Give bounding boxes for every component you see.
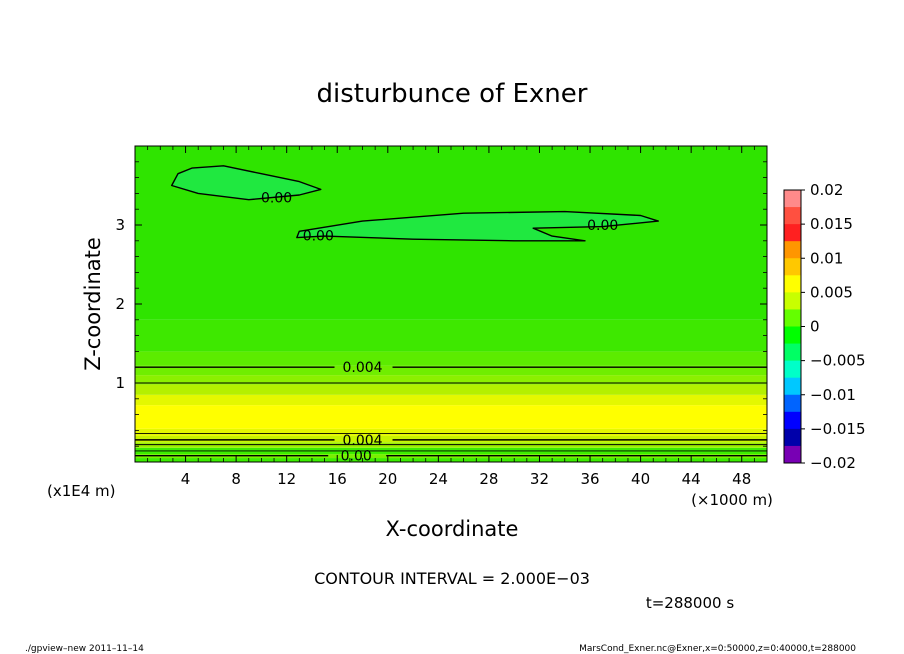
color-layer-5 bbox=[135, 428, 767, 436]
y-tick-label-1: 2 bbox=[115, 295, 125, 313]
y-axis-ticks: 1 2 3 bbox=[115, 161, 767, 447]
closed-contour-1 bbox=[296, 210, 659, 242]
colorbar-tick-label-5: −0.005 bbox=[810, 352, 866, 370]
color-layer-6 bbox=[135, 405, 767, 429]
colorbar-tick-label-4: 0 bbox=[810, 318, 820, 336]
x-tick-label-4: 20 bbox=[378, 470, 397, 488]
x-tick-label-10: 44 bbox=[682, 470, 701, 488]
colorbar-swatch-0 bbox=[784, 190, 801, 208]
chart-title: disturbunce of Exner bbox=[317, 79, 588, 109]
source-label: MarsCond_Exner.nc@Exner,x=0:50000,z=0:40… bbox=[579, 644, 856, 654]
colorbar-tick-label-6: −0.01 bbox=[810, 386, 856, 404]
program-label: ./gpview–new 2011–11–14 bbox=[25, 644, 144, 654]
x-unit-label: (×1000 m) bbox=[691, 491, 773, 509]
contour-label-0: 0.004 bbox=[342, 360, 382, 376]
colorbar-swatch-11 bbox=[784, 377, 801, 396]
x-tick-label-8: 36 bbox=[580, 470, 599, 488]
contour-label-1: 0.004 bbox=[342, 433, 382, 449]
contour-interval-label: CONTOUR INTERVAL = 2.000E−03 bbox=[314, 569, 590, 588]
color-layer-8 bbox=[135, 384, 767, 395]
colorbar-swatch-5 bbox=[784, 275, 801, 293]
x-tick-label-1: 8 bbox=[231, 470, 241, 488]
y-unit-label: (x1E4 m) bbox=[47, 482, 116, 500]
color-layers bbox=[135, 146, 767, 462]
colorbar-tick-label-0: 0.02 bbox=[810, 181, 843, 199]
y-tick-label-2: 3 bbox=[115, 216, 125, 234]
closed-contour-label-0: 0.00 bbox=[261, 190, 292, 206]
colorbar-tick-label-7: −0.015 bbox=[810, 420, 866, 438]
color-layer-11 bbox=[135, 351, 767, 366]
x-tick-label-0: 4 bbox=[181, 470, 191, 488]
colorbar-swatch-4 bbox=[784, 258, 801, 276]
closed-contour-0 bbox=[171, 165, 322, 201]
colorbar-swatch-12 bbox=[784, 394, 801, 413]
color-layer-4 bbox=[135, 435, 767, 443]
y-axis-title: Z-coordinate bbox=[81, 237, 105, 371]
colorbar-swatch-9 bbox=[784, 343, 801, 362]
color-layer-7 bbox=[135, 394, 767, 406]
colorbar-swatch-8 bbox=[784, 326, 801, 345]
colorbar-tick-label-2: 0.01 bbox=[810, 249, 843, 267]
colorbar-tick-label-3: 0.005 bbox=[810, 283, 853, 301]
colorbar-swatch-7 bbox=[784, 309, 801, 327]
x-tick-label-5: 24 bbox=[429, 470, 448, 488]
colorbar-swatch-6 bbox=[784, 292, 801, 310]
x-tick-label-9: 40 bbox=[631, 470, 650, 488]
colorbar-swatch-14 bbox=[784, 428, 801, 447]
color-layer-9 bbox=[135, 375, 767, 385]
x-tick-label-11: 48 bbox=[732, 470, 751, 488]
colorbar-tick-label-8: −0.02 bbox=[810, 454, 856, 472]
x-tick-label-3: 16 bbox=[328, 470, 347, 488]
x-tick-label-6: 28 bbox=[479, 470, 498, 488]
color-layer-12 bbox=[135, 319, 767, 352]
x-tick-label-7: 32 bbox=[530, 470, 549, 488]
colorbar-swatch-1 bbox=[784, 207, 801, 225]
color-layer-10 bbox=[135, 365, 767, 376]
closed-contour-label-2: 0.00 bbox=[587, 218, 618, 234]
x-axis-ticks: 4 8 12 16 20 24 28 32 36 40 44 48 bbox=[147, 146, 755, 488]
x-tick-label-2: 12 bbox=[277, 470, 296, 488]
x-axis-title: X-coordinate bbox=[386, 517, 519, 541]
contour-label-2: 0.00 bbox=[341, 449, 372, 465]
colorbar-swatch-13 bbox=[784, 411, 801, 430]
closed-contour-label-1: 0.00 bbox=[303, 228, 334, 244]
colorbar-tick-label-1: 0.015 bbox=[810, 215, 853, 233]
colorbar: 0.02 0.015 0.01 0.005 0 −0.005 −0.01 −0.015 −0.0… bbox=[783, 181, 866, 472]
colorbar-swatch-3 bbox=[784, 241, 801, 259]
colorbar-swatch-2 bbox=[784, 224, 801, 242]
colorbar-swatch-10 bbox=[784, 360, 801, 379]
colorbar-swatch-15 bbox=[784, 445, 801, 464]
y-tick-label-0: 1 bbox=[115, 374, 125, 392]
time-label: t=288000 s bbox=[646, 594, 734, 612]
